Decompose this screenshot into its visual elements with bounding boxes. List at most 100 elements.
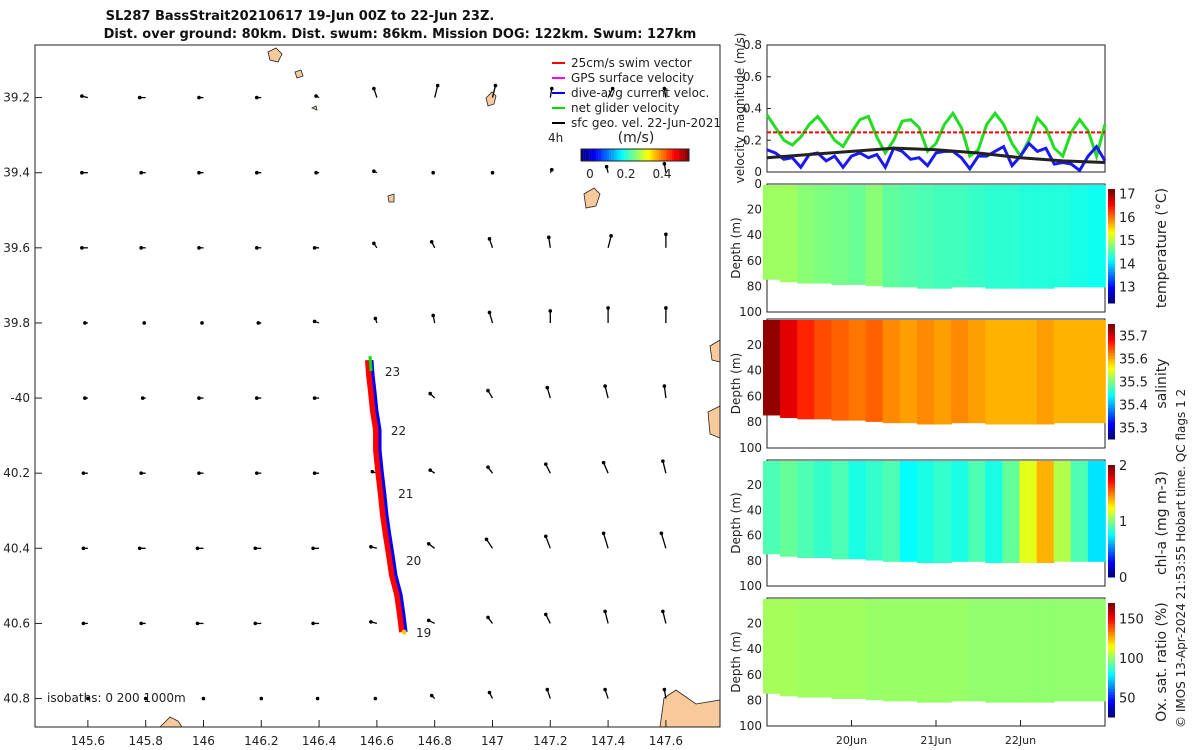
colorbar-segment: [626, 149, 629, 161]
colorbar-segment: [1108, 487, 1115, 491]
sfc-velocity-arrowhead: [139, 621, 143, 626]
colorbar-segment: [680, 149, 683, 161]
colorbar-segment: [1108, 243, 1115, 247]
colorbar-segment: [1108, 625, 1115, 630]
colorbar-segment: [1108, 277, 1115, 281]
sfc-velocity-arrowhead: [86, 696, 90, 701]
sfc-velocity-arrowhead: [661, 459, 665, 463]
colorbar-segment: [1108, 288, 1115, 293]
section-column: [780, 185, 798, 283]
depth-tick-label: 40: [747, 503, 762, 517]
day-label: 19: [416, 626, 431, 640]
sfc-velocity-arrowhead: [493, 83, 498, 88]
section-column: [985, 461, 1004, 564]
section-column: [1053, 461, 1072, 562]
sfc-velocity-arrowhead: [197, 471, 201, 475]
colorbar-segment: [1108, 484, 1115, 488]
depth-tick-label: 20: [747, 617, 762, 631]
colorbar-segment: [622, 149, 625, 161]
section-column: [1053, 320, 1072, 424]
colorbar-tick-label: 35.4: [1119, 399, 1148, 414]
colorbar-segment: [1108, 574, 1115, 578]
sfc-velocity-arrowhead: [312, 319, 317, 324]
sfc-velocity-arrow: [604, 385, 609, 399]
sfc-velocity-arrowhead: [372, 169, 376, 174]
section-column: [1053, 185, 1072, 288]
y-tick-label: 40.4: [3, 541, 30, 555]
colorbar-segment: [1108, 240, 1115, 244]
colorbar-segment: [598, 149, 601, 161]
section-column: [968, 185, 987, 288]
sfc-velocity-arrow: [545, 536, 551, 549]
sfc-velocity-arrowhead: [429, 693, 434, 698]
colorbar-segment: [1108, 507, 1115, 511]
colorbar-segment: [1108, 228, 1115, 233]
section-column: [865, 185, 884, 287]
section-column: [763, 320, 781, 416]
colorbar-segment: [1108, 332, 1115, 336]
colorbar-segment: [671, 149, 675, 161]
sfc-velocity-arrowhead: [543, 612, 548, 617]
x-tick-label: 146.6: [360, 734, 394, 748]
net-glider-velocity-track: [368, 356, 373, 372]
colorbar-segment: [1108, 571, 1115, 575]
sfc-velocity-arrowhead: [601, 460, 606, 465]
sfc-velocity-arrowhead: [83, 321, 87, 325]
colorbar-segment: [1108, 263, 1115, 267]
interval-label: 4h: [548, 131, 563, 145]
sfc-velocity-arrowhead: [487, 690, 492, 695]
colorbar-tick-label: 16: [1119, 211, 1136, 226]
colorbar-segment: [1108, 355, 1115, 359]
section-column: [916, 320, 935, 425]
x-tick-label: 146.2: [244, 734, 278, 748]
colorbar-segment: [1108, 476, 1115, 480]
section-column: [934, 320, 952, 425]
colorbar-segment: [1108, 529, 1115, 533]
section-column: [1002, 185, 1021, 289]
colorbar-segment: [1108, 554, 1115, 558]
colorbar-segment: [1108, 518, 1115, 522]
velocity-y-label: velocity magnitude (m/s): [733, 33, 747, 184]
sfc-velocity-arrowhead: [609, 234, 613, 238]
colorbar-tick-label: 35.6: [1119, 353, 1148, 368]
sfc-velocity-arrowhead: [372, 86, 376, 91]
section-column: [763, 461, 781, 555]
sfc-velocity-arrowhead: [83, 396, 87, 400]
colorbar-segment: [1108, 324, 1115, 328]
depth-tick-label: 80: [747, 693, 762, 707]
depth-tick-label: 60: [747, 389, 762, 403]
colorbar-segment: [1108, 214, 1115, 218]
sfc-velocity-arrowhead: [81, 546, 86, 551]
sfc-velocity-arrowhead: [315, 696, 320, 701]
time-tick-label: 21Jun: [920, 734, 951, 747]
colorbar-segment: [1108, 421, 1115, 426]
colorbar-segment: [1108, 694, 1115, 698]
colorbar-segment: [1108, 515, 1115, 519]
colorbar-tick-label: 1: [1119, 515, 1127, 530]
legend-label: dive-avg current veloc.: [571, 86, 709, 100]
colorbar-segment: [645, 149, 649, 161]
sfc-velocity-arrowhead: [662, 384, 667, 388]
colorbar-segment: [1108, 274, 1115, 278]
depth-tick-label: 20: [747, 338, 762, 352]
sfc-velocity-arrowhead: [253, 546, 258, 551]
sfc-velocity-arrowhead: [254, 246, 259, 250]
sfc-velocity-arrowhead: [137, 546, 142, 551]
sfc-velocity-arrowhead: [662, 161, 667, 166]
colorbar-segment: [1108, 611, 1115, 615]
colorbar-segment: [1108, 390, 1115, 394]
colorbar-tick-label: 0.4: [652, 167, 671, 181]
colorbar-segment: [1108, 699, 1115, 704]
day-label: 22: [391, 424, 406, 438]
sfc-velocity-arrowhead: [197, 170, 201, 175]
depth-axis-label: Depth (m): [729, 217, 743, 278]
colorbar-segment: [1108, 714, 1115, 718]
sfc-velocity-arrowhead: [661, 609, 665, 614]
section-column: [848, 461, 867, 560]
section-column: [968, 461, 987, 562]
colorbar-tick-label: 0.2: [616, 167, 635, 181]
colorbar-segment: [678, 149, 681, 161]
y-tick-label: 40.2: [3, 466, 30, 480]
colorbar-tick-label: 17: [1119, 188, 1136, 203]
colorbar-segment: [1108, 682, 1115, 687]
